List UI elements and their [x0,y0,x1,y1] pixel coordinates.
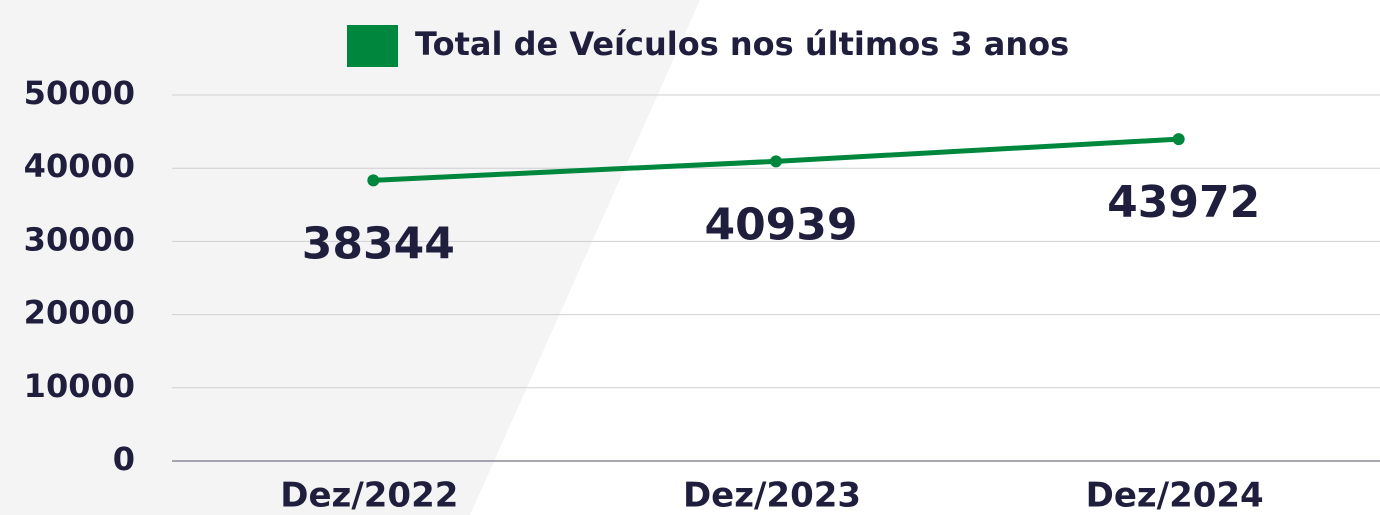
x-tick-label: Dez/2023 [683,476,861,515]
y-tick-label: 50000 [24,74,135,112]
data-label: 40939 [704,199,857,250]
x-tick-label: Dez/2024 [1086,476,1264,515]
legend-label: Total de Veículos nos últimos 3 anos [415,25,1069,63]
y-tick-label: 40000 [24,147,135,185]
y-tick-label: 10000 [24,367,135,405]
y-tick-label: 0 [113,440,135,478]
x-tick-label: Dez/2022 [280,476,458,515]
point [770,155,782,168]
data-label: 43972 [1107,177,1260,228]
y-tick-label: 30000 [24,220,135,258]
data-label: 38344 [302,218,455,269]
y-tick-label: 20000 [24,294,135,332]
legend-swatch [347,25,398,67]
point [1172,133,1185,146]
background-shape [0,0,700,515]
point [367,174,380,187]
